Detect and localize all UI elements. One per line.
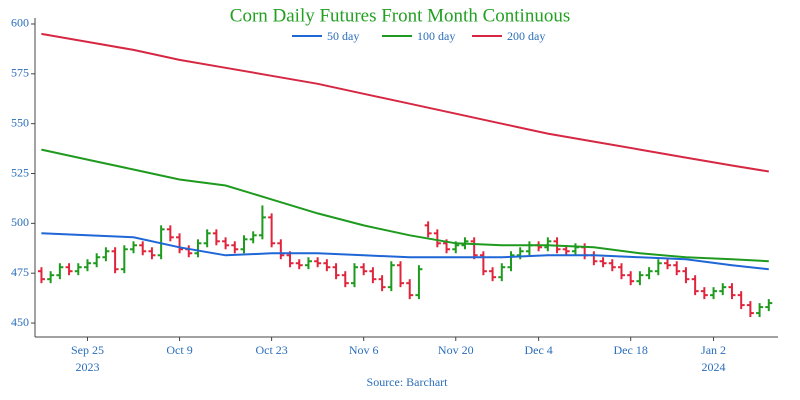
y-tick-label: 500 — [11, 215, 29, 229]
x-tick-label: Sep 25 — [71, 343, 104, 357]
y-tick-label: 475 — [11, 265, 29, 279]
y-tick-label: 575 — [11, 66, 29, 80]
moving-average-line — [41, 148, 769, 263]
moving-average-line — [41, 32, 769, 173]
legend-label: 200 day — [507, 29, 545, 43]
y-tick-label: 450 — [11, 315, 29, 329]
x-tick-label: Oct 23 — [255, 343, 287, 357]
x-tick-label: Jan 2 — [701, 343, 726, 357]
x-tick-label: Dec 4 — [524, 343, 552, 357]
y-tick-label: 550 — [11, 115, 29, 129]
x-tick-label: Dec 18 — [614, 343, 648, 357]
x-tick-label: Oct 9 — [166, 343, 192, 357]
moving-average-line — [41, 232, 769, 271]
x-tick-label: Nov 6 — [349, 343, 379, 357]
y-tick-label: 525 — [11, 165, 29, 179]
x-year-label: 2024 — [702, 360, 726, 374]
chart-title: Corn Daily Futures Front Month Continuou… — [230, 5, 570, 26]
x-year-label: 2023 — [75, 360, 99, 374]
x-tick-label: Nov 20 — [438, 343, 474, 357]
y-tick-label: 600 — [11, 16, 29, 30]
source-note: Source: Barchart — [367, 375, 449, 389]
legend-label: 100 day — [417, 29, 455, 43]
legend-label: 50 day — [327, 29, 359, 43]
